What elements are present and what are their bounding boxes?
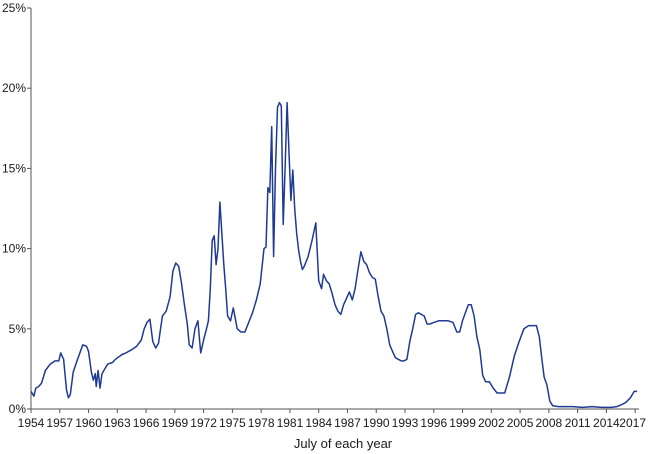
y-tick-label: 0% <box>9 402 27 416</box>
x-tick-label: 1972 <box>190 416 217 430</box>
y-tick-label: 10% <box>2 242 26 256</box>
x-tick-label: 1999 <box>449 416 476 430</box>
x-tick-label: 2002 <box>478 416 505 430</box>
x-tick-label: 2017 <box>619 416 646 430</box>
x-tick-label: 1975 <box>219 416 246 430</box>
x-tick-label: 2008 <box>536 416 563 430</box>
series-line <box>30 101 638 409</box>
x-tick-label: 1963 <box>104 416 131 430</box>
x-tick-label: 1984 <box>305 416 332 430</box>
y-tick-label: 20% <box>2 81 26 95</box>
x-tick-label: 1954 <box>18 416 45 430</box>
x-tick-label: 1990 <box>363 416 390 430</box>
x-tick-label: 1978 <box>248 416 275 430</box>
x-tick-label: 2014 <box>593 416 620 430</box>
x-tick-label: 1987 <box>334 416 361 430</box>
y-axis: 0% 5% 10% 15% 20% 25% <box>2 1 32 416</box>
x-axis-title: July of each year <box>294 436 393 451</box>
x-tick-label: 2005 <box>507 416 534 430</box>
x-tick-label: 1981 <box>277 416 304 430</box>
x-tick-label: 1969 <box>161 416 188 430</box>
x-axis: 1954 1957 1960 1963 1966 1969 1972 1975 1978 1981… <box>18 408 646 430</box>
x-tick-label: 1960 <box>75 416 102 430</box>
x-tick-label: 1996 <box>420 416 447 430</box>
y-tick-label: 5% <box>9 322 27 336</box>
x-tick-label: 2011 <box>565 416 591 430</box>
x-tick-label: 1966 <box>133 416 160 430</box>
x-tick-label: 1957 <box>46 416 73 430</box>
y-tick-label: 15% <box>2 161 26 175</box>
y-tick-label: 25% <box>2 1 26 15</box>
x-tick-label: 1993 <box>392 416 419 430</box>
